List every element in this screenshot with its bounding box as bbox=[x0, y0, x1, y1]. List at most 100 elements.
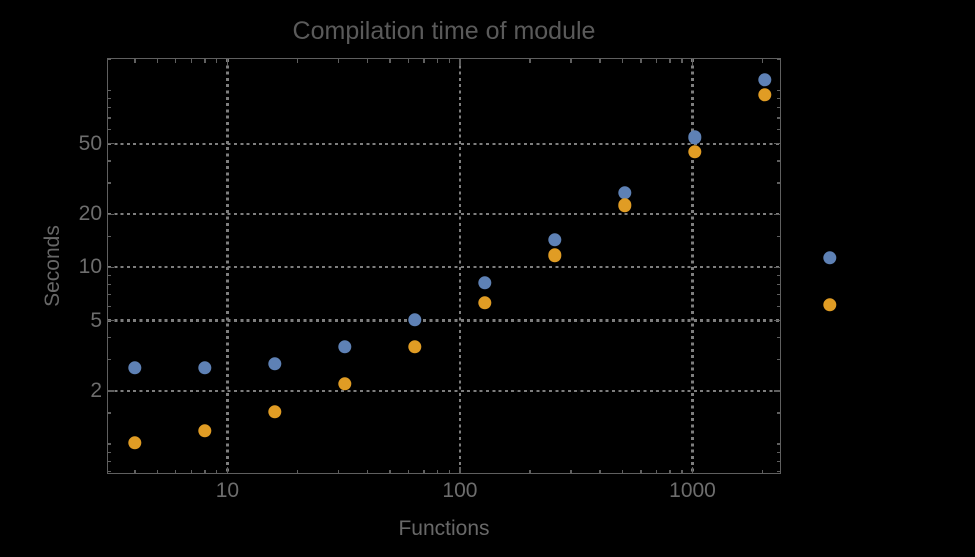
data-point-blue bbox=[408, 313, 422, 327]
data-point-blue bbox=[268, 357, 282, 371]
x-tick-minor bbox=[640, 59, 642, 63]
x-tick-minor bbox=[216, 470, 218, 474]
data-point-blue bbox=[758, 73, 772, 87]
x-tick-minor bbox=[529, 470, 531, 474]
y-tick-major bbox=[107, 390, 114, 392]
legend-marker-orange bbox=[823, 298, 837, 312]
x-tick-minor bbox=[296, 470, 299, 474]
x-tick-major bbox=[459, 467, 461, 474]
x-tick-label: 1000 bbox=[669, 479, 716, 502]
y-gridline bbox=[107, 142, 781, 145]
x-tick-major bbox=[691, 467, 694, 474]
x-axis-label: Functions bbox=[398, 517, 490, 540]
y-tick-minor bbox=[107, 470, 111, 473]
x-tick-major bbox=[226, 467, 229, 474]
data-point-blue bbox=[198, 361, 212, 375]
y-tick-major bbox=[774, 213, 781, 215]
data-point-orange bbox=[758, 88, 772, 102]
x-tick-minor bbox=[570, 470, 572, 474]
y-tick-minor bbox=[107, 129, 111, 131]
x-tick-minor bbox=[436, 470, 439, 474]
x-tick-minor bbox=[216, 59, 218, 63]
y-tick-minor bbox=[777, 451, 781, 453]
x-tick-minor bbox=[655, 59, 658, 63]
y-tick-minor bbox=[777, 58, 781, 61]
x-tick-minor bbox=[337, 470, 340, 474]
x-tick-minor bbox=[190, 59, 193, 63]
x-tick-minor bbox=[407, 470, 410, 474]
y-tick-minor bbox=[777, 412, 781, 414]
x-tick-minor bbox=[448, 470, 450, 474]
x-tick-minor bbox=[681, 59, 683, 63]
x-tick-minor bbox=[175, 470, 177, 474]
y-gridline bbox=[107, 266, 781, 269]
chart-title: Compilation time of module bbox=[292, 17, 596, 45]
x-tick-major bbox=[459, 59, 461, 66]
y-tick-major bbox=[774, 390, 781, 392]
x-tick-label: 100 bbox=[442, 479, 478, 502]
data-point-orange bbox=[548, 248, 562, 263]
y-tick-minor bbox=[777, 182, 781, 184]
x-tick-minor bbox=[761, 470, 764, 474]
x-tick-minor bbox=[296, 59, 299, 63]
x-tick-minor bbox=[761, 59, 764, 63]
y-tick-major bbox=[774, 319, 781, 322]
x-tick-minor bbox=[366, 59, 369, 63]
y-tick-minor bbox=[107, 160, 111, 162]
y-tick-minor bbox=[777, 129, 781, 131]
x-tick-minor bbox=[389, 470, 391, 474]
data-point-blue bbox=[688, 130, 702, 144]
data-point-orange bbox=[268, 405, 282, 419]
y-tick-label: 20 bbox=[78, 202, 102, 226]
y-tick-minor bbox=[107, 283, 111, 286]
data-point-blue bbox=[548, 233, 562, 247]
scatter-chart: Compilation time of module Functions Sec… bbox=[40, 16, 975, 541]
data-point-blue bbox=[338, 340, 352, 354]
y-tick-minor bbox=[777, 235, 781, 237]
y-tick-label: 50 bbox=[78, 131, 102, 155]
y-tick-major bbox=[774, 266, 781, 268]
y-tick-minor bbox=[107, 460, 111, 462]
x-tick-minor bbox=[669, 59, 671, 63]
y-tick-minor bbox=[107, 451, 111, 453]
x-tick-minor bbox=[204, 470, 206, 474]
data-point-blue bbox=[618, 186, 632, 200]
data-point-blue bbox=[478, 275, 492, 290]
y-tick-minor bbox=[777, 117, 781, 119]
y-tick-minor bbox=[107, 305, 111, 308]
y-tick-minor bbox=[777, 89, 781, 92]
x-tick-minor bbox=[655, 470, 658, 474]
data-point-orange bbox=[338, 376, 352, 391]
y-tick-minor bbox=[107, 107, 111, 109]
x-tick-minor bbox=[599, 59, 601, 63]
x-tick-major bbox=[691, 59, 694, 66]
y-tick-minor bbox=[107, 443, 111, 445]
y-tick-minor bbox=[777, 98, 781, 100]
y-tick-minor bbox=[107, 294, 111, 296]
x-tick-minor bbox=[337, 59, 340, 63]
y-tick-minor bbox=[777, 274, 781, 277]
y-tick-minor bbox=[107, 337, 111, 339]
y-tick-major bbox=[774, 143, 781, 145]
data-point-orange bbox=[688, 144, 702, 159]
y-tick-minor bbox=[107, 58, 111, 61]
x-tick-minor bbox=[436, 59, 439, 63]
x-tick-minor bbox=[669, 470, 671, 474]
x-tick-minor bbox=[423, 59, 425, 63]
x-tick-minor bbox=[156, 59, 159, 63]
legend-marker-blue bbox=[823, 250, 837, 265]
x-tick-major bbox=[226, 59, 229, 66]
x-tick-minor bbox=[621, 470, 624, 474]
x-tick-minor bbox=[134, 59, 136, 63]
y-gridline bbox=[107, 213, 781, 216]
y-tick-label: 10 bbox=[78, 255, 102, 279]
y-tick-minor bbox=[107, 412, 111, 414]
y-tick-minor bbox=[777, 305, 781, 308]
x-tick-minor bbox=[156, 470, 159, 474]
y-tick-minor bbox=[777, 470, 781, 473]
x-tick-minor bbox=[204, 59, 206, 63]
y-tick-minor bbox=[107, 98, 111, 100]
y-tick-minor bbox=[107, 89, 111, 92]
y-tick-minor bbox=[777, 160, 781, 162]
x-tick-minor bbox=[621, 59, 624, 63]
